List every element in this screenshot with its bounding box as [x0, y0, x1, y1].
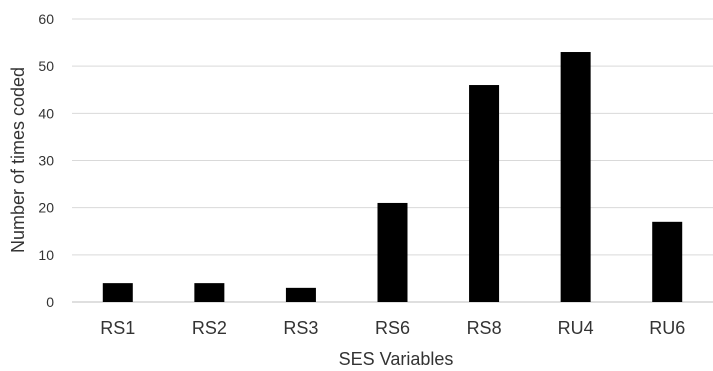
x-category-label: RS8	[467, 318, 502, 338]
y-axis-title: Number of times coded	[8, 67, 28, 253]
x-category-label: RU4	[558, 318, 594, 338]
x-axis-title: SES Variables	[339, 349, 454, 369]
x-category-label: RS1	[100, 318, 135, 338]
x-category-label: RU6	[649, 318, 685, 338]
y-tick-label: 30	[38, 153, 54, 169]
y-axis-tick-labels: 0 10 20 30 40 50 60	[38, 11, 54, 310]
bar-ru4	[560, 52, 591, 303]
x-axis-category-labels: RS1 RS2 RS3 RS6 RS8 RU4 RU6	[100, 318, 685, 338]
bar-rs1	[102, 283, 133, 302]
x-category-label: RS6	[375, 318, 410, 338]
bars	[102, 52, 683, 303]
bar-rs6	[377, 202, 408, 302]
y-tick-label: 10	[38, 247, 54, 263]
x-category-label: RS2	[192, 318, 227, 338]
x-category-label: RS3	[283, 318, 318, 338]
bar-rs8	[469, 85, 500, 303]
y-tick-label: 50	[38, 58, 54, 74]
bar-ru6	[652, 221, 683, 302]
bar-rs3	[285, 287, 316, 302]
y-tick-label: 60	[38, 11, 54, 27]
y-tick-label: 0	[46, 294, 54, 310]
y-tick-label: 40	[38, 105, 54, 121]
y-tick-label: 20	[38, 200, 54, 216]
bar-rs2	[194, 283, 225, 302]
